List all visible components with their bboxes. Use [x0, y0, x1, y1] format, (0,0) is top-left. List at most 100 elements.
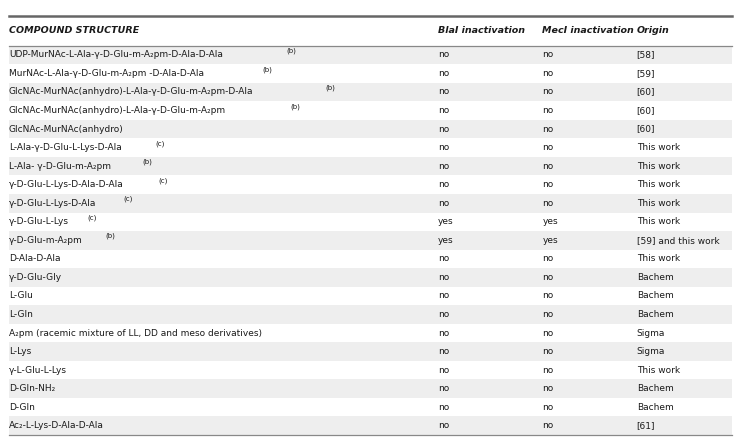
- Text: D-Ala-D-Ala: D-Ala-D-Ala: [9, 254, 60, 264]
- Text: (c): (c): [88, 214, 97, 221]
- Text: This work: This work: [637, 365, 680, 375]
- Text: (b): (b): [286, 47, 296, 54]
- Bar: [9, 231, 732, 249]
- Text: (b): (b): [262, 66, 272, 73]
- Text: This work: This work: [637, 254, 680, 264]
- Text: (c): (c): [158, 177, 168, 184]
- Bar: [9, 268, 732, 287]
- Text: L-Ala-γ-D-Glu-L-Lys-D-Ala: L-Ala-γ-D-Glu-L-Lys-D-Ala: [9, 143, 121, 152]
- Text: [60]: [60]: [637, 106, 655, 115]
- Text: (b): (b): [105, 233, 116, 240]
- Bar: [9, 194, 732, 213]
- Text: BlaI inactivation: BlaI inactivation: [438, 26, 525, 35]
- Text: no: no: [438, 87, 449, 97]
- Text: yes: yes: [542, 217, 558, 226]
- Text: γ-D-Glu-L-Lys-D-Ala: γ-D-Glu-L-Lys-D-Ala: [9, 199, 96, 208]
- Text: GlcNAc-MurNAc(anhydro)-L-Ala-γ-D-Glu-m-A₂pm: GlcNAc-MurNAc(anhydro)-L-Ala-γ-D-Glu-m-A…: [9, 106, 226, 115]
- Bar: [9, 361, 732, 379]
- Bar: [9, 416, 732, 435]
- Text: no: no: [438, 180, 449, 189]
- Text: [60]: [60]: [637, 124, 655, 134]
- Text: This work: This work: [637, 143, 680, 152]
- Text: MurNAc-L-Ala-γ-D-Glu-m-A₂pm -D-Ala-D-Ala: MurNAc-L-Ala-γ-D-Glu-m-A₂pm -D-Ala-D-Ala: [9, 69, 204, 78]
- Text: no: no: [438, 421, 449, 430]
- Text: no: no: [542, 143, 553, 152]
- Text: (b): (b): [142, 159, 152, 165]
- Bar: [9, 287, 732, 305]
- Text: no: no: [542, 69, 553, 78]
- Text: This work: This work: [637, 162, 680, 171]
- Text: no: no: [438, 51, 449, 59]
- Bar: [9, 120, 732, 138]
- Text: (b): (b): [291, 103, 300, 110]
- Text: no: no: [542, 180, 553, 189]
- Text: no: no: [542, 329, 553, 338]
- Bar: [9, 213, 732, 231]
- Text: no: no: [438, 273, 449, 282]
- Text: no: no: [438, 199, 449, 208]
- Bar: [9, 342, 732, 361]
- Bar: [9, 324, 732, 342]
- Text: [58]: [58]: [637, 51, 655, 59]
- Text: no: no: [438, 69, 449, 78]
- Text: yes: yes: [438, 236, 453, 245]
- Text: [59] and this work: [59] and this work: [637, 236, 719, 245]
- Text: no: no: [438, 162, 449, 171]
- Text: no: no: [542, 124, 553, 134]
- Bar: [9, 249, 732, 268]
- Text: (c): (c): [156, 140, 165, 147]
- Bar: [9, 46, 732, 64]
- Text: yes: yes: [438, 217, 453, 226]
- Text: no: no: [542, 254, 553, 264]
- Text: COMPOUND STRUCTURE: COMPOUND STRUCTURE: [9, 26, 139, 35]
- Text: no: no: [438, 329, 449, 338]
- Text: no: no: [542, 384, 553, 393]
- Text: L-Ala- γ-D-Glu-m-A₂pm: L-Ala- γ-D-Glu-m-A₂pm: [9, 162, 111, 171]
- Text: Bachem: Bachem: [637, 403, 673, 412]
- Text: Sigma: Sigma: [637, 347, 665, 356]
- Text: (b): (b): [326, 85, 336, 91]
- Text: no: no: [438, 310, 449, 319]
- Text: no: no: [438, 384, 449, 393]
- Text: no: no: [542, 291, 553, 300]
- Text: no: no: [542, 162, 553, 171]
- Text: (c): (c): [123, 196, 132, 202]
- Text: Bachem: Bachem: [637, 384, 673, 393]
- Text: no: no: [542, 421, 553, 430]
- Text: no: no: [438, 143, 449, 152]
- Bar: [9, 83, 732, 101]
- Bar: [9, 398, 732, 416]
- Text: Ac₂-L-Lys-D-Ala-D-Ala: Ac₂-L-Lys-D-Ala-D-Ala: [9, 421, 104, 430]
- Text: γ-D-Glu-Gly: γ-D-Glu-Gly: [9, 273, 62, 282]
- Text: [60]: [60]: [637, 87, 655, 97]
- Text: no: no: [542, 403, 553, 412]
- Bar: [9, 157, 732, 175]
- Text: Origin: Origin: [637, 26, 669, 35]
- Text: no: no: [542, 51, 553, 59]
- Text: no: no: [438, 106, 449, 115]
- Bar: [9, 64, 732, 83]
- Text: no: no: [542, 87, 553, 97]
- Text: no: no: [542, 365, 553, 375]
- Text: UDP-MurNAc-L-Ala-γ-D-Glu-m-A₂pm-D-Ala-D-Ala: UDP-MurNAc-L-Ala-γ-D-Glu-m-A₂pm-D-Ala-D-…: [9, 51, 223, 59]
- Text: no: no: [438, 291, 449, 300]
- Bar: [9, 138, 732, 157]
- Text: no: no: [438, 403, 449, 412]
- Text: Bachem: Bachem: [637, 273, 673, 282]
- Text: no: no: [438, 347, 449, 356]
- Text: [61]: [61]: [637, 421, 655, 430]
- Text: This work: This work: [637, 199, 680, 208]
- Bar: [9, 305, 732, 324]
- Text: γ-D-Glu-L-Lys-D-Ala-D-Ala: γ-D-Glu-L-Lys-D-Ala-D-Ala: [9, 180, 124, 189]
- Text: no: no: [542, 310, 553, 319]
- Text: yes: yes: [542, 236, 558, 245]
- Text: Bachem: Bachem: [637, 291, 673, 300]
- Text: Sigma: Sigma: [637, 329, 665, 338]
- Text: GlcNAc-MurNAc(anhydro): GlcNAc-MurNAc(anhydro): [9, 124, 124, 134]
- Text: D-Gln-NH₂: D-Gln-NH₂: [9, 384, 55, 393]
- Text: no: no: [542, 347, 553, 356]
- Text: γ-D-Glu-L-Lys: γ-D-Glu-L-Lys: [9, 217, 69, 226]
- Text: no: no: [542, 106, 553, 115]
- Text: This work: This work: [637, 180, 680, 189]
- Text: L-Glu: L-Glu: [9, 291, 32, 300]
